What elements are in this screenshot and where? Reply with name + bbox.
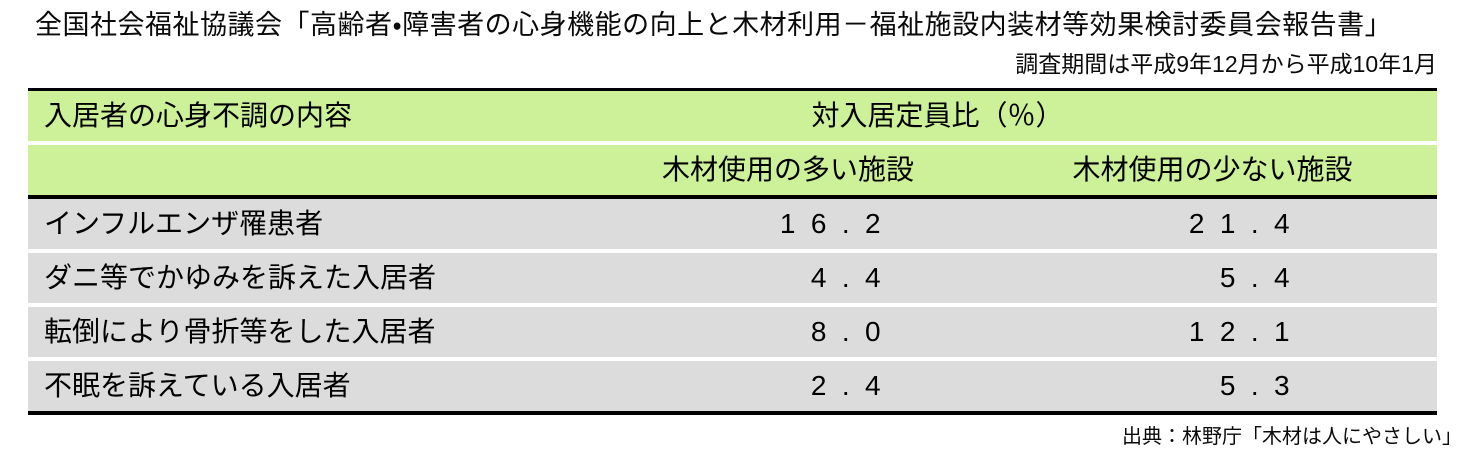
- data-table: 入居者の心身不調の内容 対入居定員比（％） 木材使用の多い施設 木材使用の少ない…: [28, 88, 1437, 415]
- row-value-low-wood: 21.4: [1188, 208, 1305, 239]
- table-header-row-sub: 木材使用の多い施設 木材使用の少ない施設: [28, 145, 1437, 195]
- row-value-high-wood: 2.4: [810, 370, 896, 401]
- row-value-low-wood: 5.3: [1219, 370, 1305, 401]
- row-value-high-wood: 4.4: [810, 262, 896, 293]
- survey-period-note: 調査期間は平成9年12月から平成10年1月: [1015, 51, 1437, 77]
- row-separator: [28, 249, 1437, 253]
- table-row: インフルエンザ罹患者 16.2 21.4: [28, 199, 1437, 249]
- row-separator: [28, 357, 1437, 361]
- row-label: ダニ等でかゆみを訴えた入居者: [44, 262, 437, 293]
- row-label: 不眠を訴えている入居者: [44, 370, 351, 401]
- table-header-row-main: 入居者の心身不調の内容 対入居定員比（％）: [28, 91, 1437, 141]
- table-row: 転倒により骨折等をした入居者 8.0 12.1: [28, 307, 1437, 357]
- header-empty-cell: [28, 145, 588, 195]
- row-value-high-wood: 8.0: [810, 316, 896, 347]
- source-citation: 出典：林野庁「木材は人にやさしい」: [1122, 426, 1462, 448]
- row-separator: [28, 303, 1437, 307]
- table-row: ダニ等でかゆみを訴えた入居者 4.4 5.4: [28, 253, 1437, 303]
- table-row: 不眠を訴えている入居者 2.4 5.3: [28, 361, 1437, 411]
- row-value-high-wood: 16.2: [779, 208, 896, 239]
- row-value-low-wood: 12.1: [1188, 316, 1305, 347]
- row-value-low-wood: 5.4: [1219, 262, 1305, 293]
- header-col-low-wood: 木材使用の少ない施設: [1072, 154, 1353, 185]
- row-label: インフルエンザ罹患者: [44, 208, 324, 239]
- header-body-divider: [28, 195, 1437, 199]
- header-row-separator: [28, 141, 1437, 145]
- header-ratio-label: 対入居定員比（％）: [811, 100, 1064, 131]
- row-label: 転倒により骨折等をした入居者: [44, 316, 436, 347]
- header-col-high-wood: 木材使用の多い施設: [661, 154, 914, 185]
- document-title: 全国社会福祉協議会「高齢者・障害者の心身機能の向上と木材利用－福祉施設内装材等効…: [35, 10, 1393, 40]
- header-condition-label: 入居者の心身不調の内容: [44, 100, 353, 131]
